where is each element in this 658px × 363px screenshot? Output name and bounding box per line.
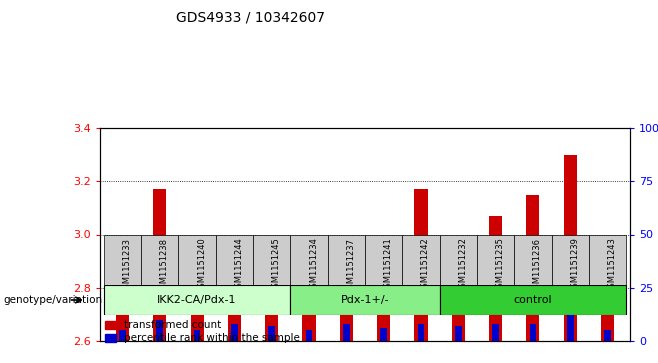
Bar	[228, 269, 241, 341]
Text: GSM1151243: GSM1151243	[607, 237, 617, 293]
Bar	[402, 235, 440, 285]
Text: GSM1151240: GSM1151240	[197, 237, 206, 293]
Bar	[530, 324, 536, 341]
Bar	[589, 235, 626, 285]
Text: GSM1151242: GSM1151242	[421, 237, 430, 293]
Bar	[452, 266, 465, 341]
Text: GSM1151236: GSM1151236	[533, 237, 542, 294]
Bar	[116, 296, 129, 341]
Text: control: control	[514, 295, 552, 305]
Bar	[231, 324, 238, 341]
Bar	[377, 301, 390, 341]
Bar	[526, 195, 540, 341]
Bar	[157, 320, 163, 341]
Bar	[191, 309, 203, 341]
Legend: transformed count, percentile rank within the sample: transformed count, percentile rank withi…	[105, 320, 300, 343]
Bar	[306, 330, 313, 341]
Bar	[253, 235, 290, 285]
Bar	[455, 326, 462, 341]
Text: GSM1151233: GSM1151233	[122, 237, 132, 294]
Bar	[415, 189, 428, 341]
Bar	[193, 330, 201, 341]
Bar	[178, 235, 216, 285]
Text: GSM1151238: GSM1151238	[160, 237, 168, 294]
Bar	[290, 235, 328, 285]
Bar	[440, 235, 477, 285]
Text: GSM1151232: GSM1151232	[459, 237, 467, 293]
Bar	[365, 235, 402, 285]
Bar	[141, 235, 178, 285]
Bar	[515, 235, 551, 285]
Bar	[489, 216, 502, 341]
Bar	[290, 285, 440, 315]
Bar	[380, 328, 387, 341]
Text: GSM1151239: GSM1151239	[570, 237, 579, 293]
Bar	[440, 285, 626, 315]
Text: GSM1151235: GSM1151235	[495, 237, 505, 293]
Text: GSM1151237: GSM1151237	[346, 237, 355, 294]
Bar	[340, 269, 353, 341]
Text: IKK2-CA/Pdx-1: IKK2-CA/Pdx-1	[157, 295, 237, 305]
Text: GSM1151244: GSM1151244	[234, 237, 243, 293]
Bar	[328, 235, 365, 285]
Bar	[153, 189, 166, 341]
Bar	[216, 235, 253, 285]
Text: Pdx-1+/-: Pdx-1+/-	[341, 295, 390, 305]
Bar	[268, 326, 275, 341]
Bar	[265, 282, 278, 341]
Text: GDS4933 / 10342607: GDS4933 / 10342607	[176, 11, 324, 25]
Bar	[418, 324, 424, 341]
Bar	[119, 330, 126, 341]
Bar	[492, 324, 499, 341]
Bar	[303, 309, 316, 341]
Bar	[601, 309, 614, 341]
Bar	[477, 235, 515, 285]
Text: GSM1151234: GSM1151234	[309, 237, 318, 293]
Bar	[564, 155, 577, 341]
Bar	[104, 235, 141, 285]
Bar	[104, 285, 290, 315]
Bar	[567, 315, 574, 341]
Bar	[551, 235, 589, 285]
Bar	[343, 324, 349, 341]
Text: GSM1151241: GSM1151241	[384, 237, 393, 293]
Bar	[604, 330, 611, 341]
Text: GSM1151245: GSM1151245	[272, 237, 281, 293]
Text: genotype/variation: genotype/variation	[3, 295, 103, 305]
